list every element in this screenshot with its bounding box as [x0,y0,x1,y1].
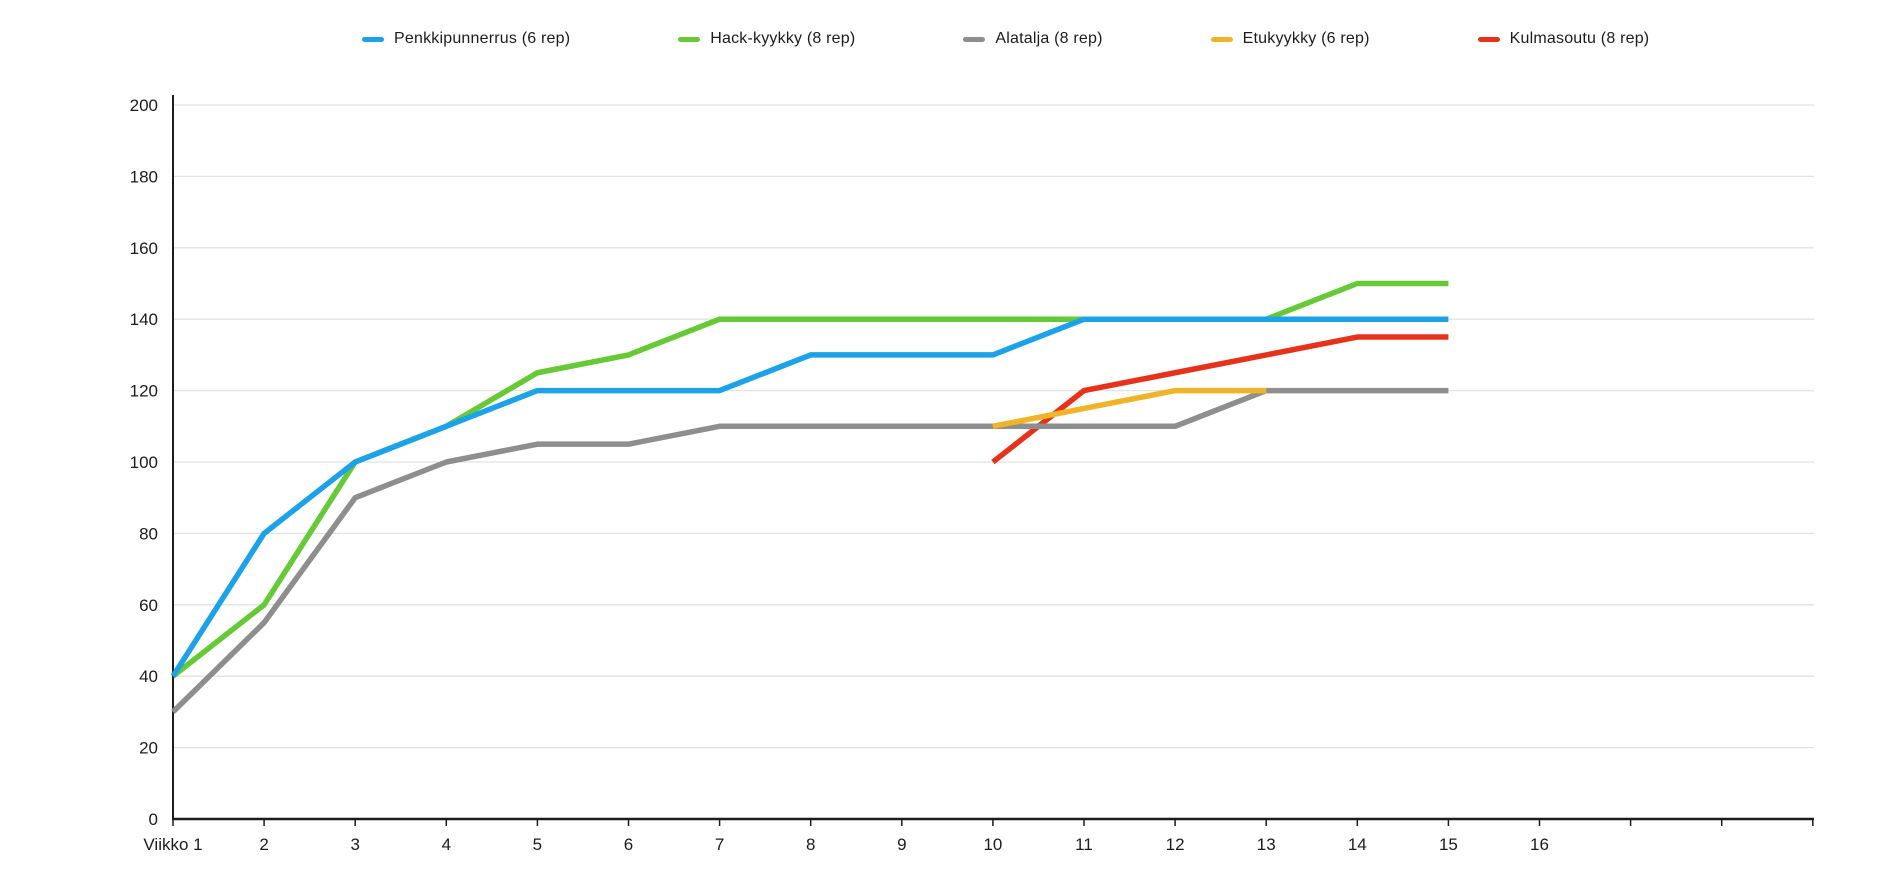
legend-label: Penkkipunnerrus (6 rep) [394,30,571,47]
x-tick-label: 13 [1257,835,1276,854]
legend-item-1: Penkkipunnerrus (6 rep) [362,30,570,48]
legend-label: Hack-kyykky (8 rep) [710,30,856,47]
legend-swatch-icon [1210,36,1233,42]
x-tick-label: 3 [350,835,359,854]
legend-swatch-icon [362,36,384,42]
x-tick-label: 14 [1348,835,1367,854]
y-tick-label: 60 [139,596,158,615]
x-tick-label: 5 [533,835,542,854]
legend-item-5: Kulmasoutu (8 rep) [1477,30,1650,48]
x-tick-label: 9 [897,835,906,854]
series-line-5 [991,334,1449,465]
x-tick-label: 2 [259,835,268,854]
x-tick-label: 4 [442,835,451,854]
series-line-4 [992,387,1267,429]
y-tick-label: 0 [149,810,158,829]
y-tick-label: 180 [130,167,158,186]
x-tick-label: 6 [624,835,633,854]
x-tick-label: 8 [806,835,815,854]
series-line-2 [171,280,1449,679]
y-tick-label: 100 [130,453,158,472]
y-tick-label: 160 [130,239,158,258]
legend-swatch-icon [1477,36,1500,42]
legend-label: Kulmasoutu (8 rep) [1509,30,1650,47]
legend-item-3: Alatalja (8 rep) [963,30,1102,48]
y-tick-label: 140 [130,310,158,329]
y-tick-label: 40 [139,667,158,686]
x-tick-label: 7 [715,835,724,854]
x-tick-label: 10 [983,835,1002,854]
y-tick-label: 120 [130,382,158,401]
y-tick-label: 20 [139,739,158,758]
y-tick-label: 200 [130,96,158,115]
y-tick-label: 80 [139,524,158,543]
series-line-1 [170,316,1449,678]
legend-item-2: Hack-kyykky (8 rep) [678,30,855,48]
series-line-3 [171,387,1449,714]
x-tick-label: 12 [1166,835,1185,854]
legend-swatch-icon [678,36,701,42]
x-tick-label: Viikko 1 [143,835,202,854]
x-tick-label: 11 [1075,835,1093,854]
legend-item-4: Etukyykky (6 rep) [1210,30,1370,48]
x-tick-label: 15 [1439,835,1458,854]
legend-label: Etukyykky (6 rep) [1242,30,1370,47]
x-tick-label: 16 [1530,835,1549,854]
legend-label: Alatalja (8 rep) [995,30,1103,47]
legend-swatch-icon [963,36,986,42]
chart-legend: Penkkipunnerrus (6 rep) Hack-kyykky (8 re… [362,30,1649,48]
